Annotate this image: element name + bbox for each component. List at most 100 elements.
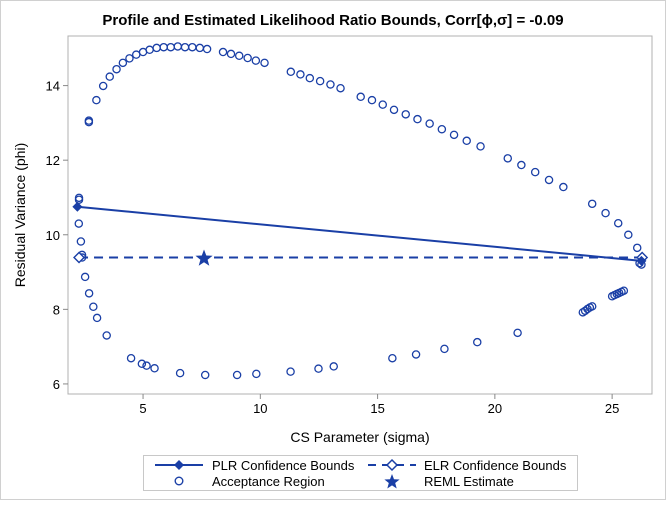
x-tick-label: 10 [253,401,267,416]
chart-title: Profile and Estimated Likelihood Ratio B… [102,12,563,29]
legend-reml-star-icon [384,474,400,489]
acceptance-point [175,368,185,378]
acceptance-point [125,54,134,63]
x-tick-label: 15 [370,401,384,416]
legend-plr-label: PLR Confidence Bounds [212,458,355,473]
acceptance-point [98,81,108,91]
acceptance-point [632,243,642,253]
legend-elr-label: ELR Confidence Bounds [424,458,567,473]
acceptance-point [251,56,261,65]
y-axis: 6 8 10 12 14 [46,79,68,392]
acceptance-point [84,117,94,127]
acceptance-point [118,58,128,68]
elr-bound-marker [73,251,86,264]
acceptance-point [440,344,449,354]
plr-bound-marker [636,255,647,266]
acceptance-point [413,114,422,124]
acceptance-point [218,47,228,57]
acceptance-point [142,361,151,370]
acceptance-point [89,302,98,311]
legend-acceptance-circle-icon [174,476,184,486]
legend-box [143,455,578,491]
acceptance-point [234,51,244,61]
acceptance-point [232,370,242,380]
x-axis-label: CS Parameter (sigma) [290,429,429,445]
acceptance-point [126,353,136,363]
acceptance-point [378,100,388,109]
acceptance-point [401,110,410,119]
acceptance-point [449,130,459,140]
acceptance-point [544,175,554,185]
acceptance-point [619,286,629,295]
acceptance-point [76,237,86,246]
acceptance-point [252,369,261,379]
y-tick-label: 6 [53,377,60,392]
acceptance-point [530,167,540,177]
acceptance-point [367,95,377,105]
plot-marks [72,42,649,380]
acceptance-point [305,73,315,83]
legend: PLR Confidence Bounds ELR Confidence Bou… [143,455,578,491]
acceptance-point [112,64,121,74]
x-tick-label: 25 [605,401,619,416]
acceptance-point [473,337,482,347]
acceptance-point [137,359,147,369]
acceptance-point [92,95,101,105]
acceptance-point [84,289,94,298]
x-tick-label: 20 [488,401,502,416]
legend-acceptance-label: Acceptance Region [212,474,325,489]
acceptance-point [587,199,597,209]
acceptance-point [517,160,526,170]
acceptance-point [92,313,102,323]
acceptance-point [296,70,305,79]
acceptance-point [613,218,623,228]
y-tick-label: 14 [46,79,60,94]
acceptance-point [411,350,421,359]
legend-reml-label: REML Estimate [424,474,514,489]
reml-estimate-star [195,249,213,266]
acceptance-point [326,80,335,89]
legend-elr-diamond-icon [385,458,399,472]
plr-bound-line [77,205,642,262]
acceptance-point [503,154,513,163]
acceptance-point [74,195,84,204]
acceptance-point [132,50,141,59]
acceptance-point [437,124,447,134]
acceptance-point [388,353,397,363]
acceptance-point [356,92,365,102]
x-tick-label: 5 [139,401,146,416]
acceptance-point [150,364,159,373]
acceptance-point [559,182,568,192]
acceptance-point [336,83,345,93]
acceptance-point [102,331,111,340]
y-tick-label: 8 [53,302,60,317]
acceptance-point [513,328,522,338]
acceptance-point [260,58,269,68]
acceptance-point [80,272,90,282]
acceptance-point [624,230,633,240]
acceptance-point [226,49,236,59]
acceptance-point [74,219,84,228]
acceptance-point [462,136,471,146]
acceptance-point [315,76,325,86]
acceptance-point [329,362,338,371]
acceptance-point [476,142,485,151]
y-tick-label: 12 [46,153,60,168]
acceptance-point [587,302,597,311]
x-axis: 5 10 15 20 25 [139,394,619,416]
acceptance-point [601,208,610,218]
plot-area [67,35,653,395]
y-tick-label: 10 [46,228,60,243]
acceptance-point [314,364,323,373]
acceptance-point [243,53,252,63]
acceptance-point [286,67,296,77]
acceptance-point [105,72,114,81]
acceptance-point [200,370,210,380]
acceptance-point [286,367,295,376]
y-axis-label: Residual Variance (phi) [12,143,28,287]
legend-plr-diamond-icon [174,460,184,470]
acceptance-point [425,119,434,128]
plr-bound-marker [72,201,83,212]
